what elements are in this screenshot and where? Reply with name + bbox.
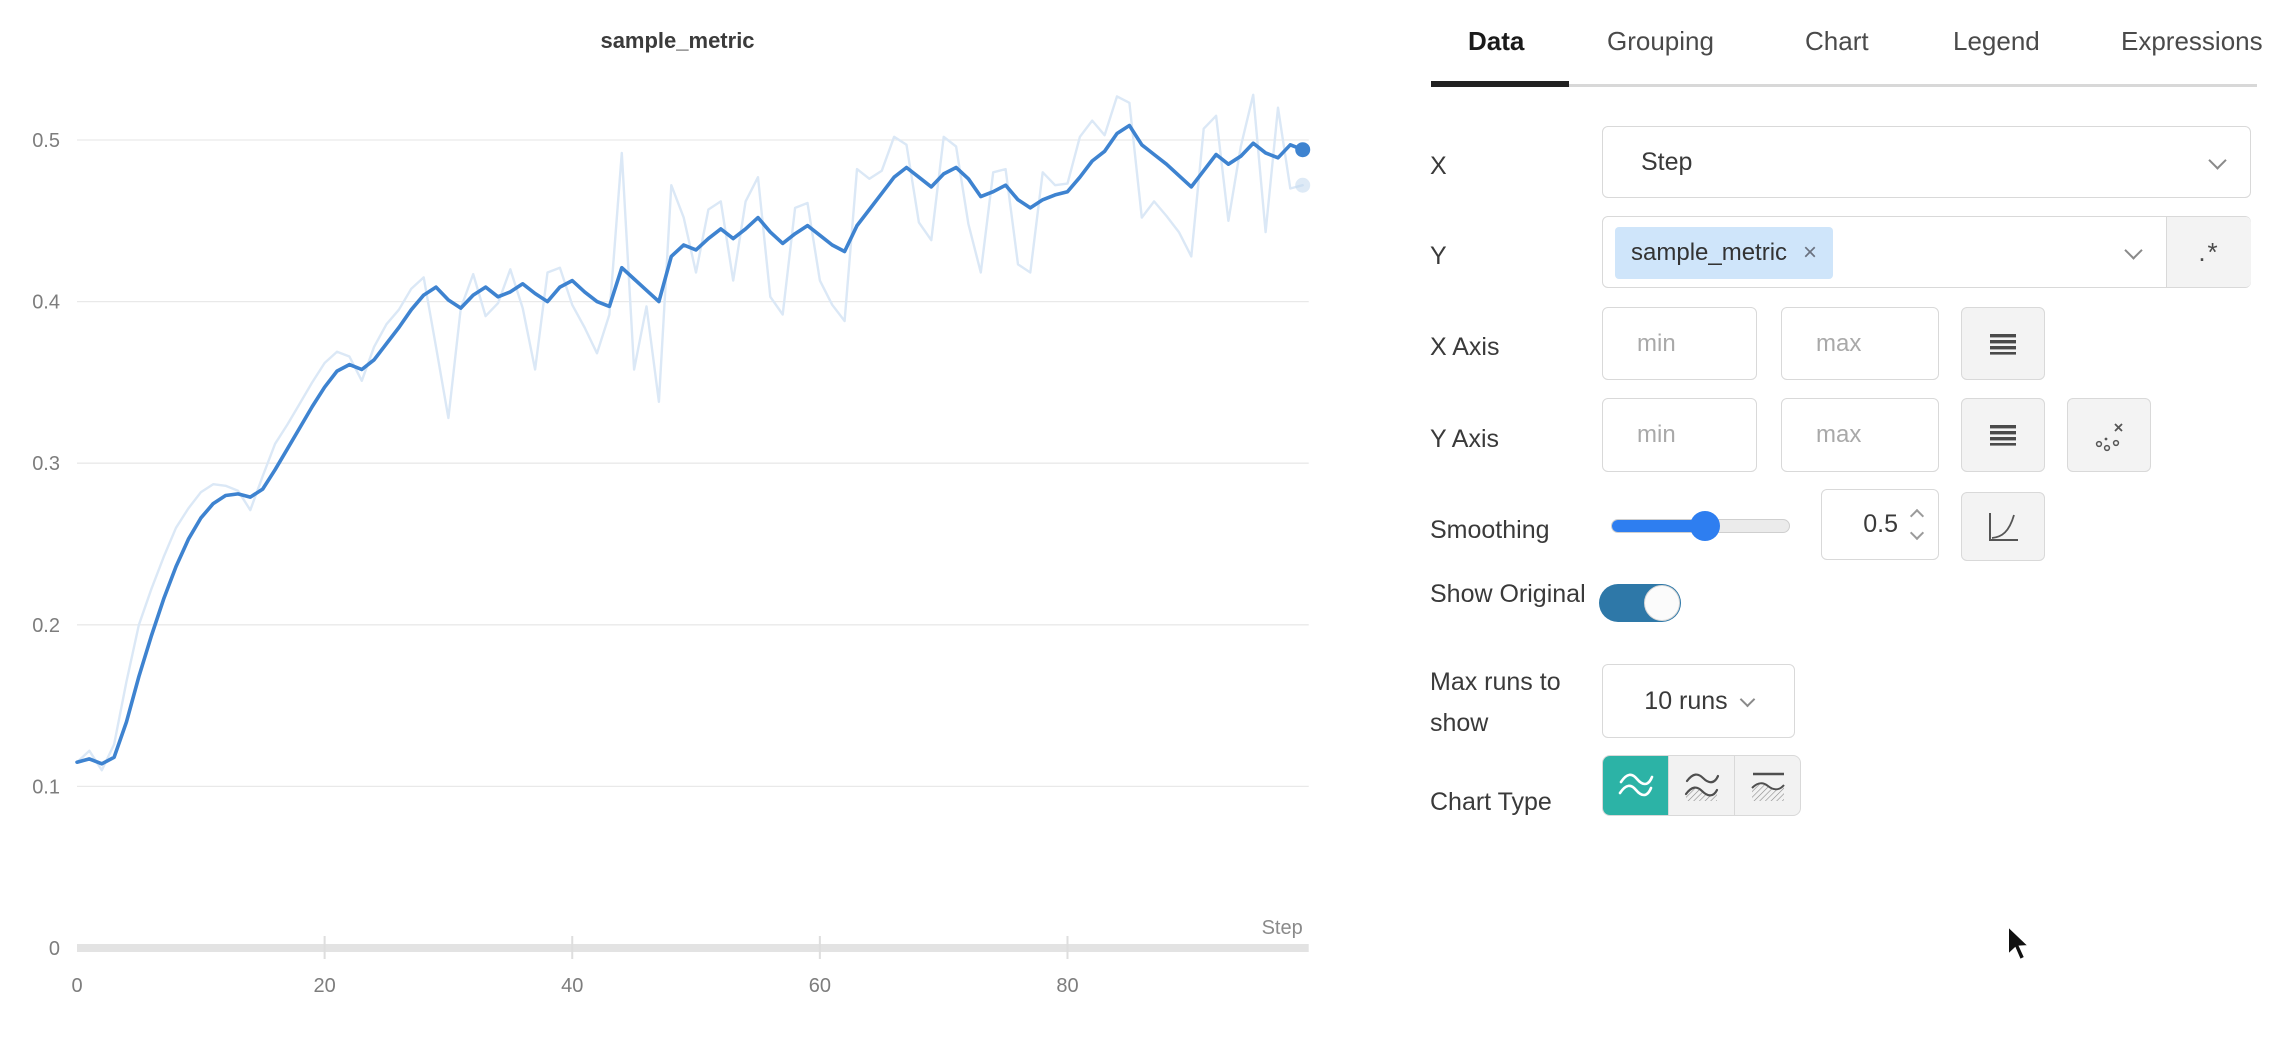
y-row-label: Y	[1430, 242, 1447, 270]
max-runs-select[interactable]: 10 runs	[1602, 664, 1795, 738]
svg-text:80: 80	[1056, 975, 1078, 997]
ignore-outliers-button[interactable]	[2067, 398, 2151, 472]
smoothing-slider[interactable]	[1611, 511, 1790, 541]
line-plot-icon	[1618, 773, 1653, 796]
y-metric-tag-label: sample_metric	[1631, 239, 1788, 266]
chevron-down-icon	[1739, 691, 1755, 707]
area-plot-icon	[1684, 773, 1719, 801]
x-axis-max-input[interactable]	[1782, 308, 1938, 379]
toggle-knob	[1644, 585, 1680, 621]
stepper-down-icon[interactable]	[1909, 525, 1925, 541]
y-axis-row-label: Y Axis	[1430, 425, 1500, 453]
line-chart: 0 0.1 0.2 0.3 0.4 0.5 0 20 40 60 80 Step	[32, 93, 1311, 997]
x-axis-log-scale-button[interactable]	[1961, 307, 2045, 380]
svg-text:20: 20	[313, 975, 335, 997]
tab-grouping[interactable]: Grouping	[1607, 26, 1714, 56]
smoothing-slider-thumb[interactable]	[1690, 511, 1720, 541]
y-axis-log-scale-button[interactable]	[1961, 398, 2045, 472]
smoothing-slider-fill	[1612, 520, 1704, 532]
x-axis-min-input[interactable]	[1603, 308, 1756, 379]
ignore-outliers-icon	[2095, 423, 2123, 452]
show-original-toggle[interactable]	[1599, 584, 1681, 622]
svg-text:0: 0	[49, 938, 60, 960]
y-axis-min-input[interactable]	[1603, 399, 1756, 471]
tab-chart[interactable]: Chart	[1805, 26, 1869, 56]
y-metric-tag: sample_metric ×	[1615, 227, 1834, 279]
svg-text:Step: Step	[1262, 917, 1303, 939]
chart-type-area-button[interactable]	[1668, 756, 1734, 815]
tab-data[interactable]: Data	[1468, 26, 1525, 56]
chart-type-percentile-button[interactable]	[1734, 756, 1800, 815]
svg-text:0.5: 0.5	[32, 130, 60, 152]
stepper-up-icon[interactable]	[1909, 508, 1925, 524]
chevron-down-icon	[2208, 151, 2227, 170]
tab-expressions[interactable]: Expressions	[2121, 26, 2263, 56]
x-axis-max-field[interactable]	[1781, 307, 1939, 380]
smoothing-curve-icon	[1989, 512, 2018, 541]
svg-text:0.1: 0.1	[32, 776, 60, 798]
max-runs-row-label: Max runs to show	[1430, 668, 1561, 737]
y-axis-min-field[interactable]	[1602, 398, 1757, 472]
svg-text:40: 40	[561, 975, 583, 997]
x-axis-row-label: X Axis	[1430, 333, 1500, 361]
svg-text:0.4: 0.4	[32, 292, 60, 314]
regex-toggle-button[interactable]: .*	[2166, 217, 2251, 287]
tab-legend[interactable]: Legend	[1953, 26, 2040, 56]
log-scale-icon	[1990, 333, 2016, 355]
tab-underline	[1431, 84, 2257, 87]
stepper-chevrons[interactable]	[1909, 508, 1925, 541]
y-metric-select[interactable]: sample_metric × .*	[1602, 216, 2251, 288]
chart-title: sample_metric	[600, 28, 755, 53]
y-axis-max-input[interactable]	[1782, 399, 1938, 471]
max-runs-value: 10 runs	[1644, 686, 1728, 715]
percentile-plot-icon	[1750, 772, 1785, 801]
log-scale-icon	[1990, 425, 2016, 446]
svg-text:0.3: 0.3	[32, 453, 60, 475]
y-axis-max-field[interactable]	[1781, 398, 1939, 472]
chart-type-line-button[interactable]	[1603, 756, 1668, 815]
smoothing-type-button[interactable]	[1961, 492, 2045, 561]
x-select-value: Step	[1641, 148, 1693, 176]
mouse-cursor	[2007, 923, 2032, 962]
show-original-row-label: Show Original	[1430, 580, 1586, 608]
smoothing-value: 0.5	[1863, 510, 1898, 538]
tag-close-icon[interactable]: ×	[1803, 239, 1818, 266]
smoothing-value-stepper[interactable]: 0.5	[1821, 489, 1939, 560]
svg-text:0.2: 0.2	[32, 615, 60, 637]
chevron-down-icon	[2124, 241, 2143, 260]
x-axis-min-field[interactable]	[1602, 307, 1757, 380]
chart-type-row-label: Chart Type	[1430, 788, 1552, 816]
x-metric-select[interactable]: Step	[1602, 126, 2251, 198]
smoothing-row-label: Smoothing	[1430, 516, 1550, 544]
tab-active-indicator	[1431, 81, 1569, 87]
chart-type-button-group	[1602, 755, 1801, 816]
svg-text:0: 0	[71, 975, 82, 997]
svg-text:60: 60	[809, 975, 831, 997]
x-row-label: X	[1430, 152, 1447, 180]
